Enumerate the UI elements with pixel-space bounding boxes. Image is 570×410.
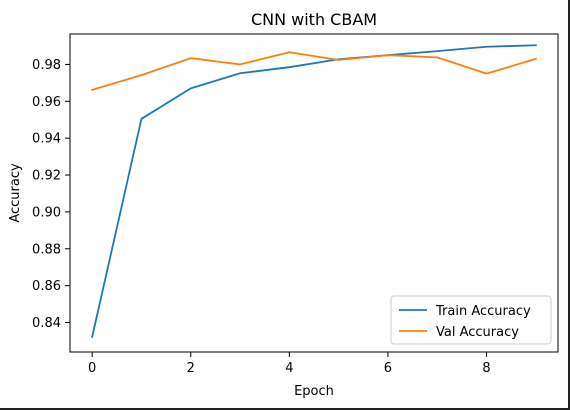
y-tick-label: 0.86: [32, 279, 61, 294]
x-tick-label: 4: [285, 361, 293, 376]
y-tick-label: 0.84: [32, 316, 61, 331]
y-axis-label: Accuracy: [8, 163, 23, 223]
y-tick-label: 0.94: [32, 132, 61, 147]
x-axis-label: Epoch: [294, 384, 334, 399]
y-tick-label: 0.96: [32, 95, 61, 110]
y-tick-label: 0.90: [32, 205, 61, 220]
train-accuracy-line: [91, 44, 537, 338]
x-tick-label: 6: [384, 361, 392, 376]
legend: Train Accuracy Val Accuracy: [390, 295, 552, 345]
y-tick-label: 0.98: [32, 58, 61, 73]
plot-area-border: [69, 33, 559, 353]
legend-box: [390, 295, 552, 345]
x-tick-label: 0: [88, 361, 96, 376]
y-tick-label: 0.88: [32, 242, 61, 257]
y-tick-label: 0.92: [32, 169, 61, 184]
x-tick-label: 2: [187, 361, 195, 376]
legend-label-train: Train Accuracy: [435, 304, 531, 319]
chart-title: CNN with CBAM: [251, 10, 377, 29]
axis-ticks: 0 2 4 6 8 0.84 0.86 0.88 0.90 0.92 0.94 0.96 0.98: [32, 58, 491, 376]
val-accuracy-line: [91, 51, 537, 91]
x-tick-label: 8: [482, 361, 490, 376]
series-lines: [91, 44, 537, 338]
legend-label-val: Val Accuracy: [436, 325, 519, 340]
